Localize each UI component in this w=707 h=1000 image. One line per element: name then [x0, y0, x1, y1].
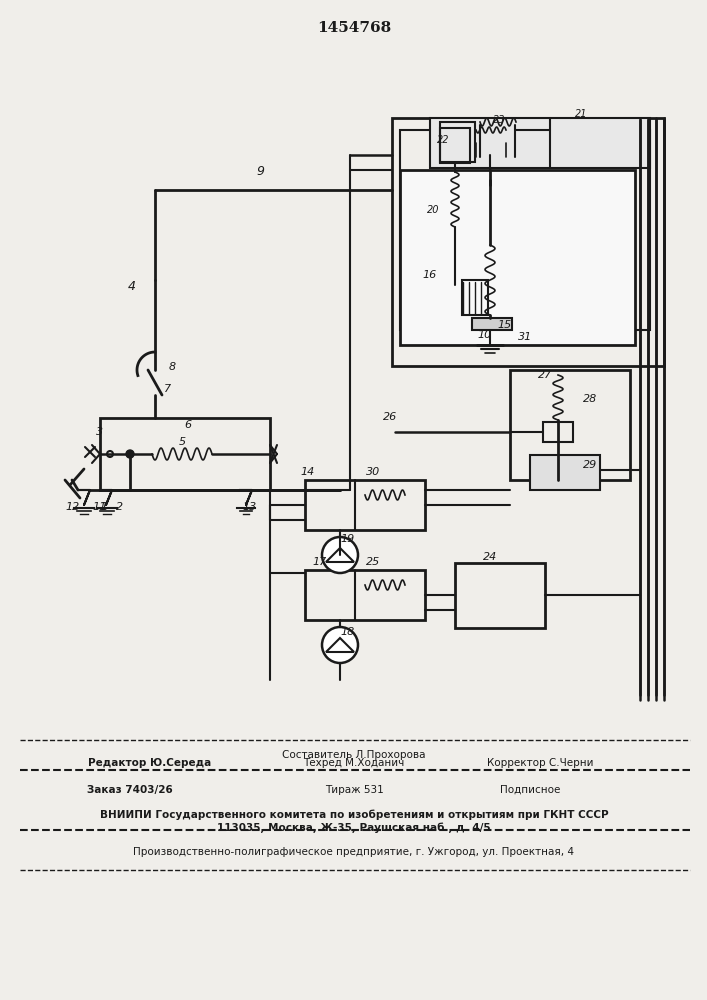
Text: 10: 10: [478, 330, 492, 340]
Text: 22: 22: [437, 135, 449, 145]
Circle shape: [322, 537, 358, 573]
Text: Подписное: Подписное: [500, 785, 560, 795]
Bar: [440, 128, 470, 163]
Text: 3: 3: [96, 427, 103, 437]
Text: 13: 13: [243, 502, 257, 512]
Text: 1: 1: [100, 502, 107, 512]
Bar: [543, 422, 573, 442]
Polygon shape: [326, 638, 354, 652]
Bar: [455, 563, 545, 628]
Text: 19: 19: [341, 534, 355, 544]
Text: 12: 12: [66, 502, 80, 512]
Text: ВНИИПИ Государственного комитета по изобретениям и открытиям при ГКНТ СССР: ВНИИПИ Государственного комитета по изоб…: [100, 810, 608, 820]
Text: Заказ 7403/26: Заказ 7403/26: [87, 785, 173, 795]
Text: 8: 8: [168, 362, 175, 372]
Text: 31: 31: [518, 332, 532, 342]
Text: 29: 29: [583, 460, 597, 470]
Bar: [462, 280, 488, 315]
Text: 25: 25: [366, 557, 380, 567]
Text: 24: 24: [483, 552, 497, 562]
Circle shape: [322, 627, 358, 663]
Bar: [430, 118, 650, 168]
Text: 28: 28: [583, 394, 597, 404]
Text: 27: 27: [538, 370, 552, 380]
Bar: [400, 170, 635, 345]
Text: 20: 20: [427, 205, 439, 215]
Text: 6: 6: [185, 420, 192, 430]
Text: 14: 14: [301, 467, 315, 477]
Text: 26: 26: [383, 412, 397, 422]
Text: 1454768: 1454768: [317, 21, 391, 35]
Bar: [400, 130, 650, 330]
Polygon shape: [326, 548, 354, 562]
Text: 9: 9: [256, 165, 264, 178]
Text: 23: 23: [493, 115, 506, 125]
Text: 30: 30: [366, 467, 380, 477]
Text: 21: 21: [575, 109, 588, 119]
Bar: [530, 455, 600, 490]
Text: Составитель Л.Прохорова: Составитель Л.Прохорова: [282, 750, 426, 760]
Bar: [510, 370, 630, 480]
Bar: [305, 480, 425, 530]
Text: 2: 2: [117, 502, 124, 512]
Circle shape: [126, 450, 134, 458]
Bar: [100, 418, 270, 490]
Text: Техред М.Хoданич: Техред М.Хoданич: [303, 758, 404, 768]
Text: 15: 15: [498, 320, 512, 330]
Text: 17: 17: [313, 557, 327, 567]
Bar: [305, 570, 425, 620]
Text: 7: 7: [165, 384, 172, 394]
Text: Производственно-полиграфическое предприятие, г. Ужгород, ул. Проектная, 4: Производственно-полиграфическое предприя…: [134, 847, 575, 857]
Bar: [392, 118, 664, 366]
Text: 4: 4: [128, 280, 136, 293]
Text: Редактор Ю.Середа: Редактор Ю.Середа: [88, 758, 211, 768]
Bar: [472, 318, 512, 330]
Text: Тираж 531: Тираж 531: [325, 785, 383, 795]
Text: 18: 18: [341, 627, 355, 637]
Bar: [440, 122, 475, 162]
Text: Корректор С.Черни: Корректор С.Черни: [486, 758, 593, 768]
Text: 16: 16: [423, 270, 437, 280]
Text: 113035, Москва, Ж-35, Раушская наб., д. 4/5: 113035, Москва, Ж-35, Раушская наб., д. …: [217, 823, 491, 833]
Text: 5: 5: [178, 437, 185, 447]
Text: 11: 11: [93, 502, 107, 512]
